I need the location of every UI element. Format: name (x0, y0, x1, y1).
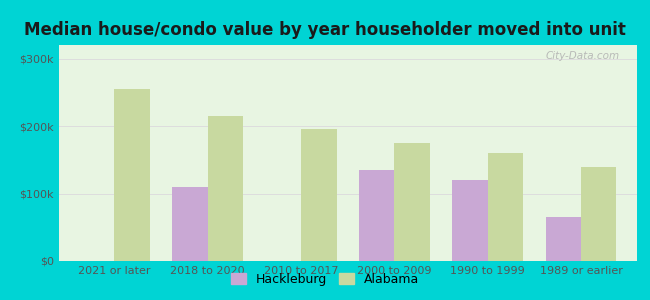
Bar (208, 116, 243, 261)
Bar (301, 129, 337, 261)
Bar (114, 89, 150, 261)
Bar (488, 153, 523, 261)
Bar (359, 170, 395, 261)
Legend: Hackleburg, Alabama: Hackleburg, Alabama (226, 268, 424, 291)
Bar (581, 167, 616, 261)
Text: Median house/condo value by year householder moved into unit: Median house/condo value by year househo… (24, 21, 626, 39)
Text: City-Data.com: City-Data.com (545, 52, 619, 61)
Bar (172, 187, 208, 261)
Bar (452, 180, 488, 261)
Bar (395, 143, 430, 261)
Bar (545, 217, 581, 261)
